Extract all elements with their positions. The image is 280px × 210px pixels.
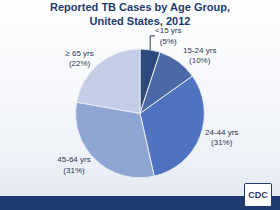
svg-text:45-64 yrs(31%): 45-64 yrs(31%) (57, 155, 90, 174)
svg-text:≥ 65 yrs(22%): ≥ 65 yrs(22%) (65, 49, 93, 68)
html-text:CDC: CDC (248, 190, 268, 200)
svg-text:24-44 yrs(31%): 24-44 yrs(31%) (205, 128, 238, 147)
svg-text:Reported TB Cases by Age Group: Reported TB Cases by Age Group,United St… (50, 1, 230, 27)
svg-text:<15 yrs(5%): <15 yrs(5%) (155, 26, 181, 45)
svg-text:15-24 yrs(10%): 15-24 yrs(10%) (183, 46, 216, 65)
